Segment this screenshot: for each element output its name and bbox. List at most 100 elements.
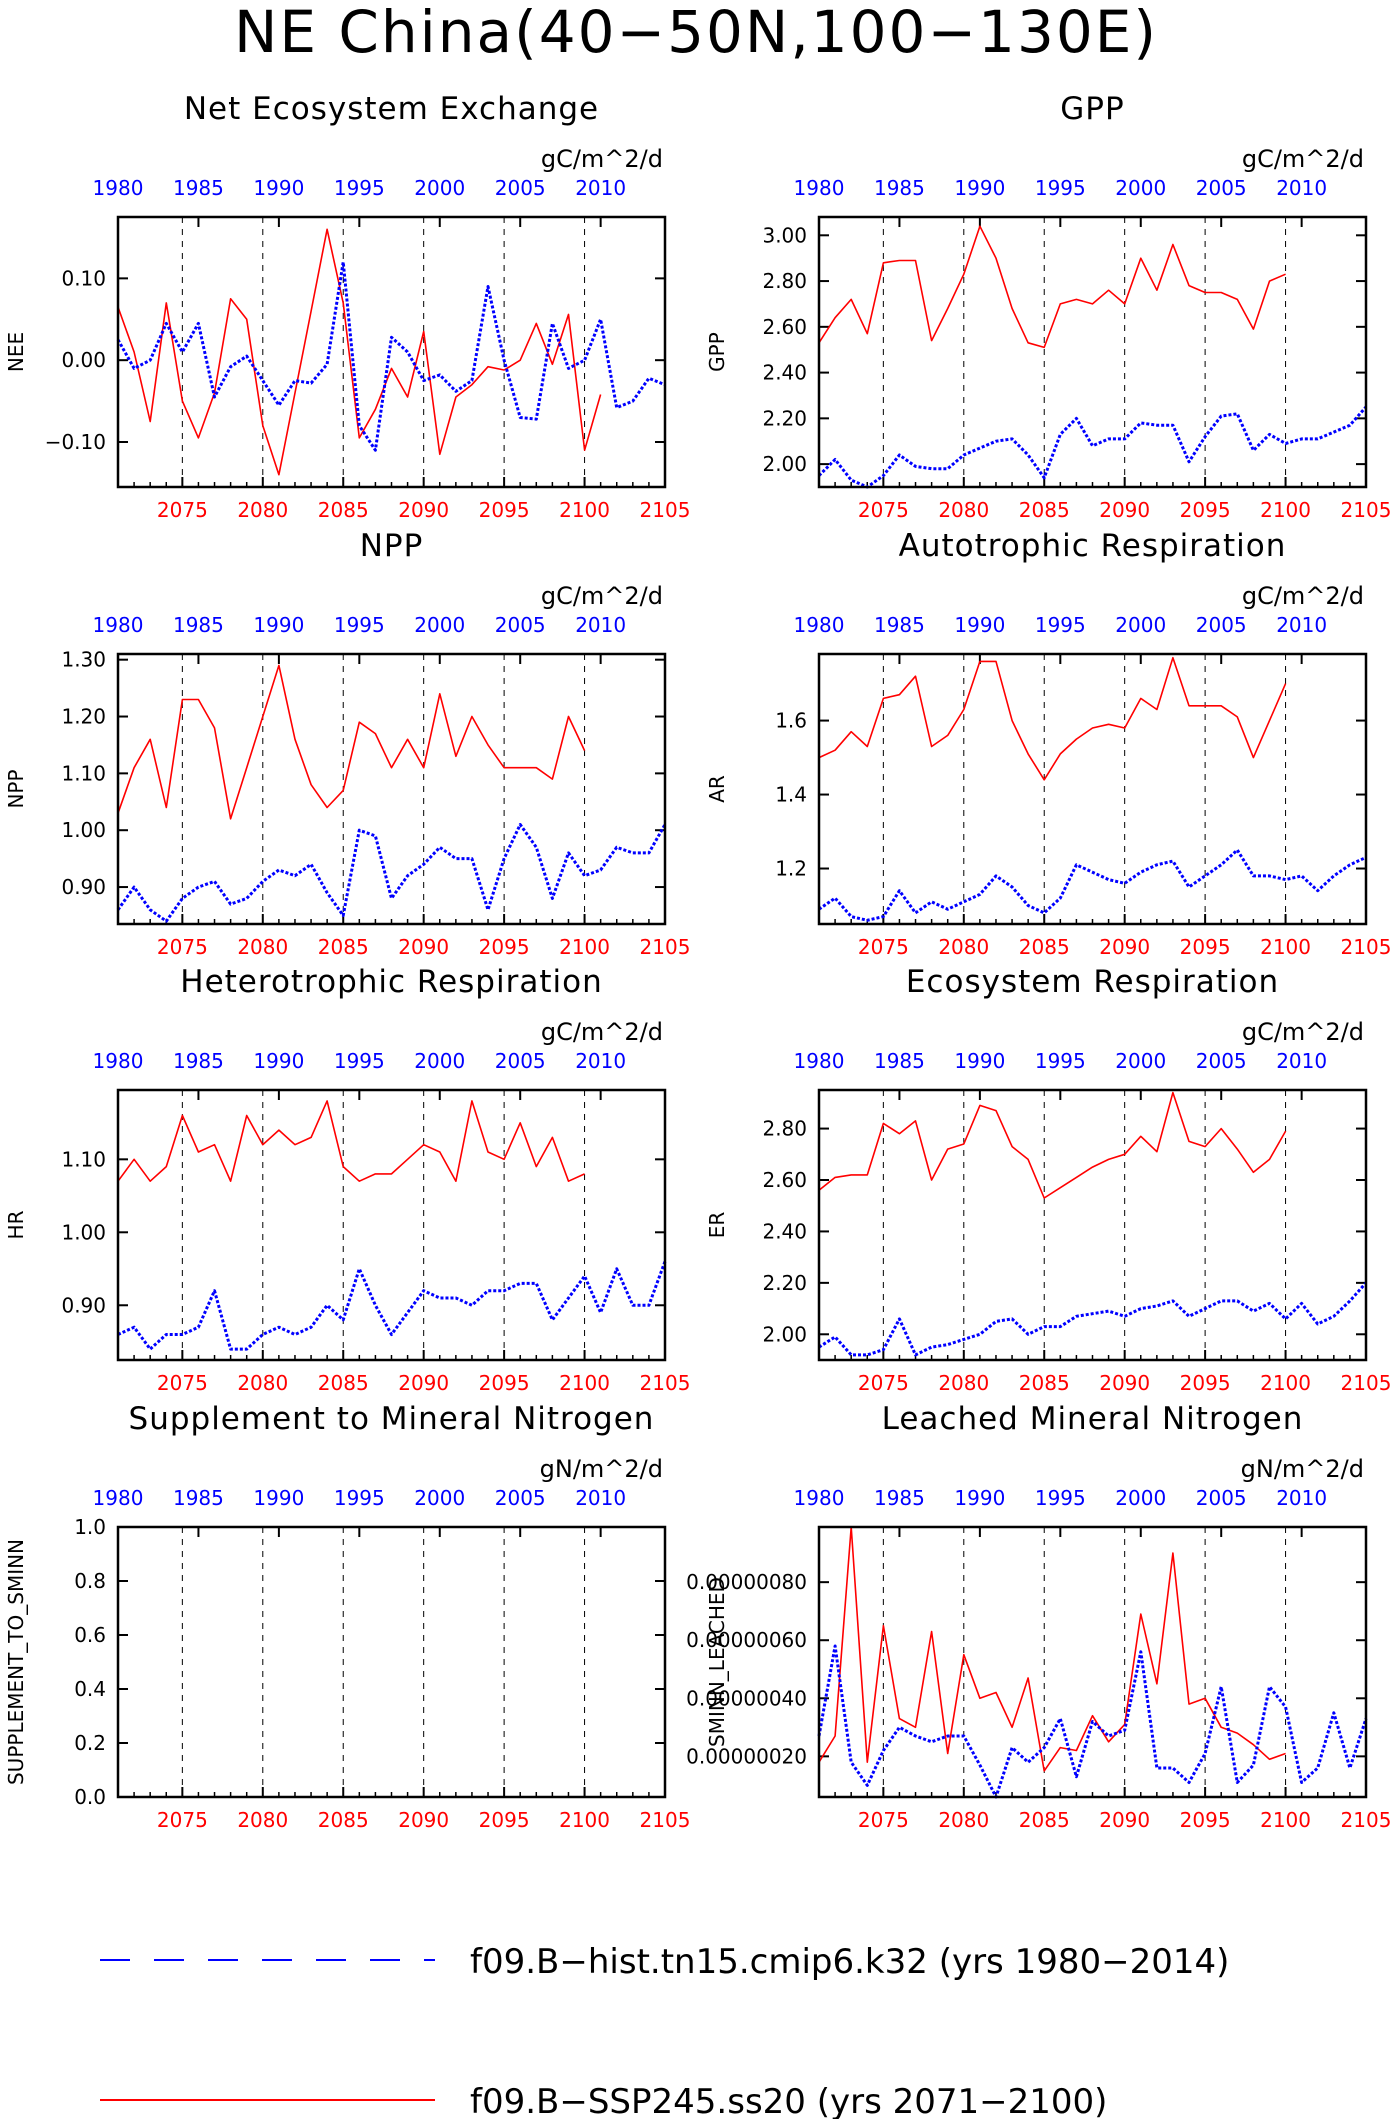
x-tick-label-bottom: 2095: [1180, 498, 1231, 522]
y-tick-label: 0.90: [61, 875, 106, 899]
y-tick-label: 1.30: [61, 648, 106, 672]
y-tick-label: 1.20: [61, 705, 106, 729]
x-tick-label-bottom: 2100: [1260, 498, 1311, 522]
x-tick-label-top: 1980: [93, 176, 144, 200]
y-tick-label: 0.00: [61, 348, 106, 372]
x-tick-label-top: 2000: [414, 613, 465, 637]
x-tick-label-top: 2000: [414, 176, 465, 200]
plot-frame: [817, 652, 1368, 926]
panel-title: NPP: [360, 528, 424, 564]
y-tick-label: 0.8: [74, 1569, 106, 1593]
y-tick-label: 1.10: [61, 1147, 106, 1171]
x-tick-label-bottom: 2085: [318, 935, 369, 959]
panel-units: gC/m^2/d: [1242, 145, 1364, 173]
x-tick-label-top: 2010: [575, 1486, 626, 1510]
series-line-ssp: [117, 228, 602, 476]
legend-ssp-label: f09.B−SSP245.ss20 (yrs 2071−2100): [470, 2082, 1107, 2119]
x-tick-label-top: 2000: [1115, 613, 1166, 637]
x-tick-label-top: 1990: [253, 1486, 304, 1510]
series-line-ssp: [117, 664, 586, 820]
x-tick-label-bottom: 2095: [1180, 1808, 1231, 1832]
plot-frame: [817, 1525, 1368, 1799]
x-tick-label-top: 1980: [794, 176, 845, 200]
x-tick-label-bottom: 2075: [858, 935, 909, 959]
series-line-ssp: [818, 656, 1287, 781]
x-tick-label-top: 2005: [495, 1486, 546, 1510]
x-tick-label-top: 1985: [874, 176, 925, 200]
plot-frame: [116, 652, 667, 926]
series-line-ssp: [818, 1091, 1287, 1199]
y-tick-label: 0.00000020: [686, 1744, 807, 1768]
x-tick-label-top: 1995: [334, 176, 385, 200]
y-tick-label: 2.40: [762, 361, 807, 385]
y-tick-label: 0.10: [61, 266, 106, 290]
panels-group: Net Ecosystem Exchange gC/m^2/d NEE 2075 208…: [4, 91, 1391, 1832]
x-tick-label-top: 1980: [93, 1486, 144, 1510]
x-tick-label-bottom: 2080: [938, 1371, 989, 1395]
series-line-hist: [116, 260, 666, 452]
plot-frame: [817, 215, 1368, 489]
x-tick-label-bottom: 2095: [479, 1808, 530, 1832]
plot-frame: [116, 1525, 667, 1799]
x-tick-label-top: 1980: [794, 1486, 845, 1510]
x-tick-label-bottom: 2080: [938, 1808, 989, 1832]
x-tick-label-top: 1985: [874, 1486, 925, 1510]
x-tick-label-top: 1980: [794, 613, 845, 637]
x-tick-label-bottom: 2085: [1019, 1808, 1070, 1832]
x-tick-label-top: 1985: [173, 1486, 224, 1510]
x-tick-label-bottom: 2080: [237, 498, 288, 522]
chart-panel-2: GPP gC/m^2/d GPP 2075 2080 2085 2090 2095 2100 21…: [705, 91, 1391, 522]
x-tick-label-bottom: 2080: [938, 935, 989, 959]
figure-title: NE China(40−50N,100−130E): [234, 0, 1158, 66]
y-tick-label: 1.4: [775, 783, 807, 807]
x-tick-label-top: 1990: [253, 176, 304, 200]
panel-title: Supplement to Mineral Nitrogen: [129, 1401, 655, 1437]
x-tick-label-bottom: 2075: [157, 498, 208, 522]
x-tick-label-top: 1980: [93, 613, 144, 637]
x-tick-label-top: 1995: [1035, 613, 1086, 637]
panel-units: gC/m^2/d: [541, 145, 663, 173]
x-tick-label-bottom: 2075: [858, 498, 909, 522]
panel-title: GPP: [1060, 91, 1124, 127]
panel-units: gC/m^2/d: [541, 582, 663, 610]
panel-units: gC/m^2/d: [541, 1018, 663, 1046]
series-line-hist: [117, 1260, 667, 1351]
x-tick-label-bottom: 2085: [318, 1371, 369, 1395]
x-tick-label-top: 1990: [954, 176, 1005, 200]
chart-panel-6: Ecosystem Respiration gC/m^2/d ER 2075 2080 2…: [705, 964, 1391, 1395]
x-tick-label-top: 2005: [495, 613, 546, 637]
x-tick-label-top: 1990: [954, 613, 1005, 637]
x-tick-label-bottom: 2105: [1341, 935, 1392, 959]
x-tick-label-bottom: 2095: [1180, 935, 1231, 959]
y-axis-label: ER: [705, 1212, 729, 1239]
y-tick-label: 2.20: [762, 406, 807, 430]
series-line-hist: [818, 848, 1367, 922]
plot-frame: [817, 1088, 1368, 1362]
y-tick-label: 1.00: [61, 818, 106, 842]
x-tick-label-bottom: 2100: [1260, 1808, 1311, 1832]
series-line-ssp: [117, 1100, 585, 1182]
chart-panel-3: NPP gC/m^2/d NPP 2075 2080 2085 2090 2095 2100 21…: [4, 528, 690, 959]
x-tick-label-bottom: 2100: [1260, 1371, 1311, 1395]
y-tick-label: 0.0: [74, 1785, 106, 1809]
x-tick-label-bottom: 2095: [479, 498, 530, 522]
x-tick-label-top: 1990: [954, 1049, 1005, 1073]
x-tick-label-bottom: 2085: [1019, 1371, 1070, 1395]
x-tick-label-bottom: 2100: [1260, 935, 1311, 959]
chart-panel-5: Heterotrophic Respiration gC/m^2/d HR 2075 2…: [4, 964, 690, 1395]
y-tick-label: 0.90: [61, 1293, 106, 1317]
x-tick-label-top: 1985: [173, 176, 224, 200]
y-tick-label: 1.2: [775, 857, 807, 881]
y-tick-label: 2.60: [762, 1168, 807, 1192]
panel-title: Leached Mineral Nitrogen: [882, 1401, 1304, 1437]
x-tick-label-bottom: 2105: [1341, 1808, 1392, 1832]
series-line-ssp: [818, 225, 1286, 349]
x-tick-label-bottom: 2090: [1099, 498, 1150, 522]
x-tick-label-bottom: 2090: [398, 498, 449, 522]
y-tick-label: 3.00: [762, 223, 807, 247]
panel-units: gN/m^2/d: [1241, 1455, 1364, 1483]
chart-panel-7: Supplement to Mineral Nitrogen gN/m^2/d SU…: [4, 1401, 690, 1832]
series-line-ssp: [818, 1526, 1286, 1772]
x-tick-label-top: 1985: [874, 1049, 925, 1073]
